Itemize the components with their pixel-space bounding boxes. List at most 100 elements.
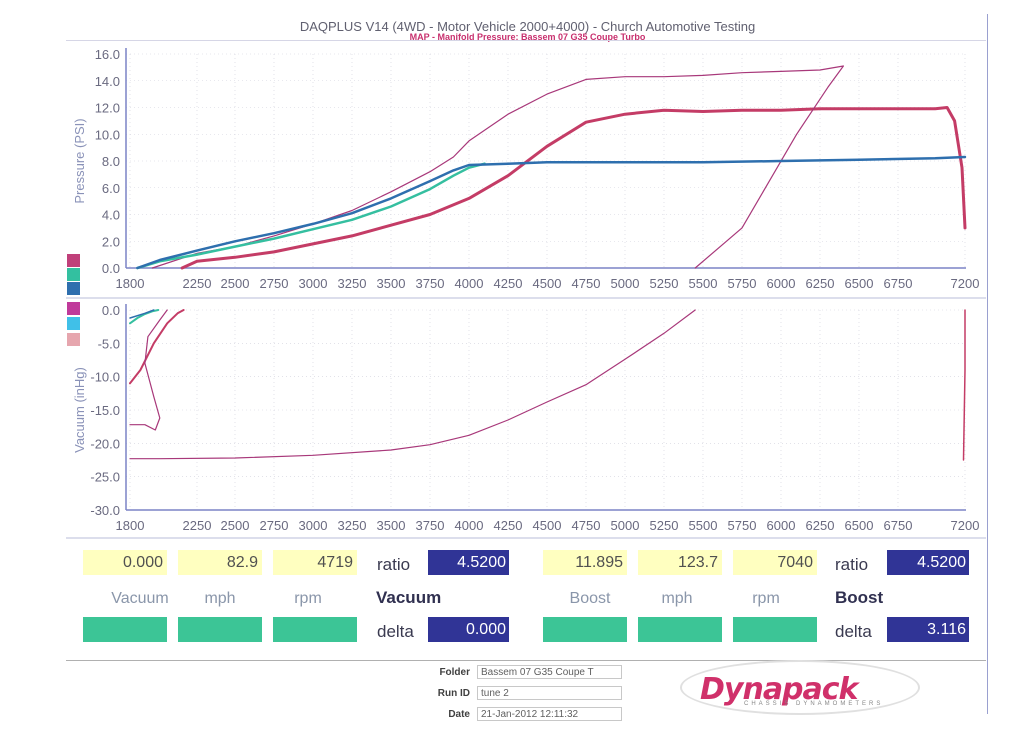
vacuum-green-cell-2	[178, 617, 262, 642]
pressure-y-tick-label: 10.0	[95, 127, 120, 142]
legend-swatch-top-1[interactable]	[67, 254, 80, 267]
vacuum-x-tick-label: 5750	[728, 518, 757, 533]
pressure-y-tick-label: 0.0	[102, 261, 120, 276]
folder-field: Bassem 07 G35 Coupe T	[477, 665, 622, 679]
pressure-x-tick-label: 2250	[183, 276, 212, 291]
vacuum-x-tick-label: 3000	[299, 518, 328, 533]
vacuum-x-tick-label: 4000	[455, 518, 484, 533]
vacuum-y-tick-label: -5.0	[98, 336, 120, 351]
footer-divider	[66, 660, 986, 661]
vacuum-delta-label: delta	[377, 622, 414, 641]
pressure-series-line	[136, 155, 967, 270]
pressure-x-tick-label: 6500	[845, 276, 874, 291]
vacuum-col-label: Vacuum	[111, 590, 169, 607]
vacuum-mph-cell: 82.9	[178, 550, 262, 575]
legend-swatch-bottom-3[interactable]	[67, 333, 80, 346]
boost-ratio-value: 4.5200	[887, 550, 969, 575]
pressure-x-tick-label: 4500	[533, 276, 562, 291]
legend-swatch-top-2[interactable]	[67, 268, 80, 281]
boost-panel-title: Boost	[835, 588, 884, 607]
runid-field: tune 2	[477, 686, 622, 700]
vacuum-x-tick-label: 7200	[951, 518, 980, 533]
vacuum-x-tick-label: 1800	[116, 518, 145, 533]
vacuum-x-tick-label: 4250	[494, 518, 523, 533]
vacuum-y-tick-label: -10.0	[90, 370, 120, 385]
pressure-y-axis-title: Pressure (PSI)	[72, 118, 87, 203]
vacuum-y-tick-label: -20.0	[90, 436, 120, 451]
pressure-x-tick-label: 6000	[767, 276, 796, 291]
vacuum-x-tick-label: 2750	[260, 518, 289, 533]
pressure-y-tick-label: 8.0	[102, 154, 120, 169]
pressure-y-tick-label: 6.0	[102, 181, 120, 196]
dynapack-logo-subtext: CHASSIS DYNAMOMETERS	[744, 701, 884, 707]
boost-delta-label: delta	[835, 622, 872, 641]
pressure-x-tick-label: 5500	[689, 276, 718, 291]
pressure-x-tick-label: 2750	[260, 276, 289, 291]
vacuum-x-tick-label: 5500	[689, 518, 718, 533]
vacuum-x-tick-label: 6750	[884, 518, 913, 533]
vacuum-series-line	[129, 309, 168, 431]
boost-delta-value: 3.116	[887, 617, 969, 642]
boost-green-cell-3	[733, 617, 817, 642]
boost-green-cell-1	[543, 617, 627, 642]
legend-swatch-top-3[interactable]	[67, 282, 80, 295]
vacuum-ratio-value: 4.5200	[428, 550, 509, 575]
pressure-x-tick-label: 6750	[884, 276, 913, 291]
vacuum-series-line	[129, 309, 696, 460]
pressure-x-tick-label: 3500	[377, 276, 406, 291]
pressure-x-tick-label: 1800	[116, 276, 145, 291]
vacuum-x-tick-label: 3750	[416, 518, 445, 533]
boost-ratio-label: ratio	[835, 555, 869, 574]
legend-swatch-bottom-2[interactable]	[67, 317, 80, 330]
vacuum-x-tick-label: 2250	[183, 518, 212, 533]
chart-title: DAQPLUS V14 (4WD - Motor Vehicle 2000+40…	[299, 19, 756, 34]
boost-col-label: Boost	[569, 590, 611, 607]
vacuum-mph-label: mph	[204, 590, 236, 607]
pressure-y-tick-label: 4.0	[102, 208, 120, 223]
runid-label: Run ID	[437, 688, 470, 699]
boost-value-cell: 11.895	[543, 550, 627, 575]
vacuum-x-tick-label: 5000	[611, 518, 640, 533]
pressure-x-tick-label: 2500	[221, 276, 250, 291]
boost-green-cell-2	[638, 617, 722, 642]
vacuum-series-line	[129, 309, 185, 385]
vacuum-y-tick-label: -25.0	[90, 470, 120, 485]
vacuum-panel-title: Vacuum	[376, 588, 442, 607]
legend-swatch-bottom-1[interactable]	[67, 302, 80, 315]
boost-rpm-cell: 7040	[733, 550, 817, 575]
vacuum-y-tick-label: -30.0	[90, 503, 120, 518]
boost-rpm-label: rpm	[752, 590, 780, 607]
pressure-series-line	[180, 106, 967, 270]
pressure-x-tick-label: 4750	[572, 276, 601, 291]
vacuum-green-cell-1	[83, 617, 167, 642]
date-field: 21-Jan-2012 12:11:32	[477, 707, 622, 721]
pressure-x-tick-label: 3000	[299, 276, 328, 291]
vacuum-y-axis-title: Vacuum (inHg)	[72, 367, 87, 453]
vacuum-x-tick-label: 3500	[377, 518, 406, 533]
pressure-x-tick-label: 6250	[806, 276, 835, 291]
pressure-x-tick-label: 5750	[728, 276, 757, 291]
pressure-x-tick-label: 4000	[455, 276, 484, 291]
boost-mph-cell: 123.7	[638, 550, 722, 575]
vacuum-x-tick-label: 4500	[533, 518, 562, 533]
pressure-y-tick-label: 12.0	[95, 101, 120, 116]
vacuum-x-tick-label: 6500	[845, 518, 874, 533]
pressure-x-tick-label: 5250	[650, 276, 679, 291]
chart-area: 0.0 2.0 4.0 6.0 8.0 10.0 12.0 14.0 16.0 1800 2250 2…	[66, 47, 986, 539]
folder-label: Folder	[439, 667, 470, 678]
dynapack-logo: Dynapack	[700, 672, 859, 707]
vacuum-x-tick-label: 5250	[650, 518, 679, 533]
vacuum-series-line	[962, 309, 966, 461]
header-divider	[66, 40, 986, 41]
pressure-x-tick-label: 3250	[338, 276, 367, 291]
logo-swoosh	[680, 660, 920, 715]
vacuum-series-line	[129, 309, 155, 319]
pressure-x-tick-label: 4250	[494, 276, 523, 291]
vacuum-ratio-label: ratio	[377, 555, 411, 574]
chart-subtitle: MAP - Manifold Pressure: Bassem 07 G35 C…	[409, 32, 646, 42]
pressure-y-tick-label: 14.0	[95, 74, 120, 89]
vacuum-y-tick-label: 0.0	[102, 303, 120, 318]
page-right-border	[987, 14, 988, 714]
date-label: Date	[448, 709, 470, 720]
vacuum-x-tick-label: 2500	[221, 518, 250, 533]
